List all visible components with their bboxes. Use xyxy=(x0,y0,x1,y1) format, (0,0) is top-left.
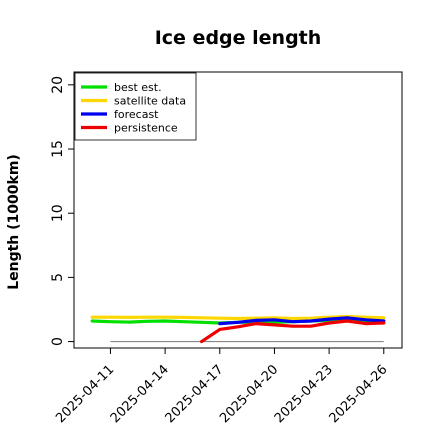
chart-title: Ice edge length xyxy=(155,27,322,49)
y-tick-label: 20 xyxy=(50,76,66,94)
legend-entry: satellite data xyxy=(114,95,186,108)
y-axis-label: Length (1000km) xyxy=(6,154,22,290)
y-tick-label: 5 xyxy=(50,273,66,282)
y-tick-label: 10 xyxy=(50,204,66,222)
legend-entry: persistence xyxy=(114,122,178,135)
legend-entry: forecast xyxy=(114,108,159,121)
legend: best est.satellite dataforecastpersisten… xyxy=(74,72,197,141)
plot-frame xyxy=(73,71,403,349)
series-line-persistence xyxy=(200,319,386,344)
series-line-satellite-data xyxy=(90,314,386,321)
x-tick-label: 2025-04-26 xyxy=(327,362,391,426)
series-layer xyxy=(90,314,386,344)
y-tick-label: 0 xyxy=(50,337,66,346)
legend-entry: best est. xyxy=(114,81,162,94)
y-tick-label: 15 xyxy=(50,140,66,158)
series-line-forecast xyxy=(218,316,386,326)
